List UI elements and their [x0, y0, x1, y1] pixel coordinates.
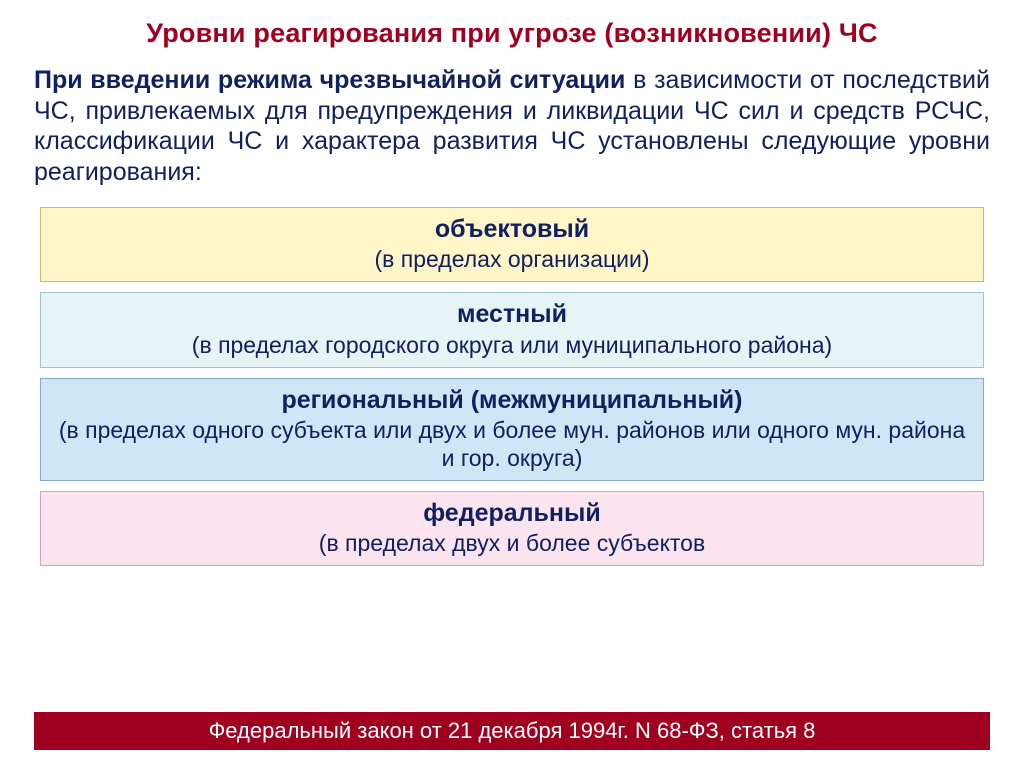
intro-bold-lead: При введении режима чрезвычайной ситуаци…	[34, 66, 625, 94]
intro-paragraph: При введении режима чрезвычайной ситуаци…	[34, 65, 990, 187]
levels-container: объектовый (в пределах организации) мест…	[34, 207, 990, 566]
level-desc: (в пределах организации)	[55, 245, 969, 273]
level-title: объектовый	[55, 214, 969, 245]
level-desc: (в пределах городского округа или муници…	[55, 331, 969, 359]
level-title: местный	[55, 299, 969, 330]
level-title: федеральный	[55, 498, 969, 529]
level-title: региональный (межмуниципальный)	[55, 385, 969, 416]
footer-citation: Федеральный закон от 21 декабря 1994г. N…	[34, 712, 990, 750]
level-box-federal: федеральный (в пределах двух и более суб…	[40, 491, 984, 566]
level-box-regional: региональный (межмуниципальный) (в преде…	[40, 378, 984, 481]
level-desc: (в пределах одного субъекта или двух и б…	[55, 416, 969, 472]
level-desc: (в пределах двух и более субъектов	[55, 529, 969, 557]
slide: Уровни реагирования при угрозе (возникно…	[0, 0, 1024, 768]
level-box-object: объектовый (в пределах организации)	[40, 207, 984, 282]
level-box-local: местный (в пределах городского округа ил…	[40, 292, 984, 367]
slide-title: Уровни реагирования при угрозе (возникно…	[34, 18, 990, 49]
